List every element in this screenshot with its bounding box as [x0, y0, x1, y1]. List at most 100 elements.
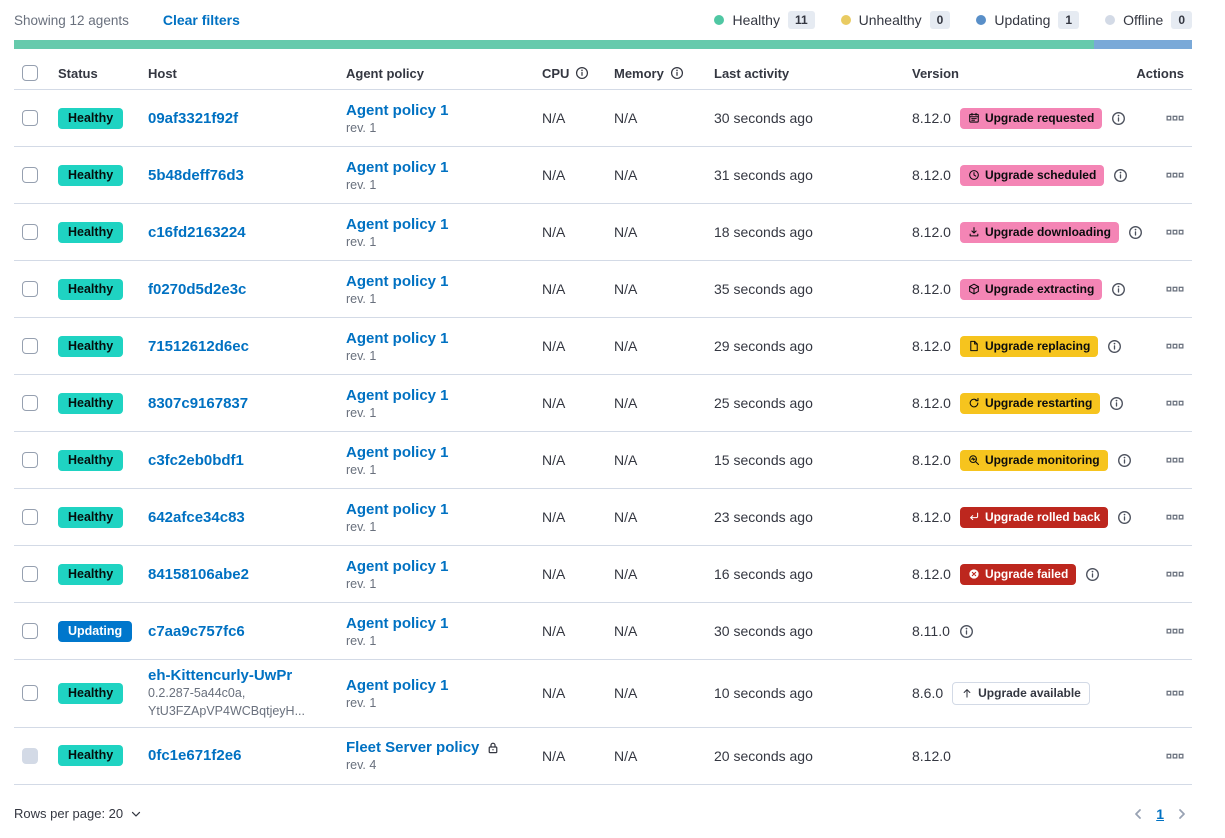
info-icon[interactable] [574, 567, 589, 582]
policy-link[interactable]: Agent policy 1 [346, 329, 449, 347]
policy-link[interactable]: Agent policy 1 [346, 676, 449, 694]
version-info-icon[interactable] [1113, 168, 1128, 183]
policy-link[interactable]: Agent policy 1 [346, 500, 449, 518]
host-link[interactable]: 71512612d6ec [148, 337, 249, 355]
row-actions-button[interactable] [1166, 110, 1184, 126]
info-icon[interactable] [574, 453, 589, 468]
info-icon[interactable] [646, 453, 661, 468]
table-row: Healthy eh-Kittencurly-UwPr 0.2.287-5a44… [14, 660, 1192, 728]
version-info-icon[interactable] [1085, 567, 1100, 582]
row-checkbox[interactable] [22, 452, 38, 468]
version-info-icon[interactable] [1109, 396, 1124, 411]
cpu-value: N/A [542, 281, 566, 297]
row-actions-button[interactable] [1166, 167, 1184, 183]
info-icon[interactable] [574, 339, 589, 354]
row-checkbox[interactable] [22, 623, 38, 639]
row-checkbox[interactable] [22, 110, 38, 126]
info-icon[interactable] [574, 748, 589, 763]
info-icon[interactable] [574, 396, 589, 411]
info-icon[interactable] [574, 225, 589, 240]
policy-link[interactable]: Agent policy 1 [346, 386, 449, 404]
policy-link[interactable]: Fleet Server policy [346, 739, 480, 757]
row-checkbox[interactable] [22, 338, 38, 354]
row-checkbox[interactable] [22, 395, 38, 411]
policy-link[interactable]: Agent policy 1 [346, 557, 449, 575]
row-checkbox[interactable] [22, 685, 38, 702]
info-icon[interactable] [646, 396, 661, 411]
row-actions-button[interactable] [1166, 685, 1184, 701]
policy-cell-inner: Agent policy 1 rev. 1 [346, 216, 449, 249]
row-checkbox[interactable] [22, 224, 38, 240]
info-icon[interactable] [646, 168, 661, 183]
row-checkbox[interactable] [22, 281, 38, 297]
cpu-value: N/A [542, 224, 566, 240]
row-actions-button[interactable] [1166, 224, 1184, 240]
policy-link[interactable]: Agent policy 1 [346, 101, 449, 119]
legend-item-updating[interactable]: Updating 1 [976, 11, 1080, 29]
info-icon[interactable] [574, 111, 589, 126]
info-icon[interactable] [646, 748, 661, 763]
page-number-1[interactable]: 1 [1156, 805, 1164, 822]
memory-value: N/A [614, 452, 638, 468]
info-icon[interactable] [646, 510, 661, 525]
info-icon[interactable] [646, 567, 661, 582]
row-actions-button[interactable] [1166, 509, 1184, 525]
info-icon[interactable] [646, 339, 661, 354]
badge-label: Upgrade failed [984, 566, 1069, 581]
info-icon[interactable] [574, 510, 589, 525]
policy-link[interactable]: Agent policy 1 [346, 443, 449, 461]
version-info-icon[interactable] [959, 624, 974, 639]
next-page-button[interactable] [1174, 806, 1190, 822]
host-link[interactable]: c3fc2eb0bdf1 [148, 451, 244, 469]
version-value: 8.12.0 [912, 224, 951, 240]
row-actions-button[interactable] [1166, 395, 1184, 411]
legend-item-healthy[interactable]: Healthy 11 [714, 11, 815, 29]
info-icon[interactable] [670, 66, 684, 80]
host-link[interactable]: eh-Kittencurly-UwPr [148, 667, 293, 684]
info-icon[interactable] [646, 686, 661, 701]
host-link[interactable]: 0fc1e671f2e6 [148, 747, 242, 765]
host-link[interactable]: 5b48deff76d3 [148, 166, 244, 184]
version-info-icon[interactable] [1128, 225, 1143, 240]
row-actions-button[interactable] [1166, 748, 1184, 764]
info-icon[interactable] [574, 624, 589, 639]
row-actions-button[interactable] [1166, 623, 1184, 639]
policy-link[interactable]: Agent policy 1 [346, 158, 449, 176]
version-info-icon[interactable] [1117, 453, 1132, 468]
version-info-icon[interactable] [1107, 339, 1122, 354]
info-icon[interactable] [574, 168, 589, 183]
info-icon[interactable] [574, 686, 589, 701]
host-link[interactable]: 84158106abe2 [148, 565, 249, 583]
host-link[interactable]: 09af3321f92f [148, 109, 239, 127]
legend-item-unhealthy[interactable]: Unhealthy 0 [840, 11, 951, 29]
version-info-icon[interactable] [1111, 282, 1126, 297]
previous-page-button[interactable] [1130, 806, 1146, 822]
host-link[interactable]: c16fd2163224 [148, 223, 246, 241]
version-info-icon[interactable] [1117, 510, 1132, 525]
info-icon[interactable] [574, 282, 589, 297]
row-actions-button[interactable] [1166, 338, 1184, 354]
host-link[interactable]: c7aa9c757fc6 [148, 622, 245, 640]
row-checkbox[interactable] [22, 566, 38, 582]
host-link[interactable]: 8307c9167837 [148, 394, 249, 412]
row-actions-button[interactable] [1166, 452, 1184, 468]
version-info-icon[interactable] [1111, 111, 1126, 126]
clear-filters-button[interactable]: Clear filters [162, 12, 240, 28]
row-actions-button[interactable] [1166, 566, 1184, 582]
legend-item-offline[interactable]: Offline 0 [1105, 11, 1192, 29]
select-all-checkbox[interactable] [22, 65, 38, 81]
info-icon[interactable] [646, 624, 661, 639]
policy-link[interactable]: Agent policy 1 [346, 614, 449, 632]
row-checkbox[interactable] [22, 167, 38, 183]
info-icon[interactable] [646, 111, 661, 126]
host-link[interactable]: f0270d5d2e3c [148, 280, 247, 298]
info-icon[interactable] [646, 282, 661, 297]
row-actions-button[interactable] [1166, 281, 1184, 297]
info-icon[interactable] [646, 225, 661, 240]
info-icon[interactable] [575, 66, 589, 80]
policy-link[interactable]: Agent policy 1 [346, 215, 449, 233]
row-checkbox[interactable] [22, 509, 38, 525]
rows-per-page-button[interactable]: Rows per page: 20 [14, 806, 143, 821]
policy-link[interactable]: Agent policy 1 [346, 272, 449, 290]
host-link[interactable]: 642afce34c83 [148, 508, 245, 526]
